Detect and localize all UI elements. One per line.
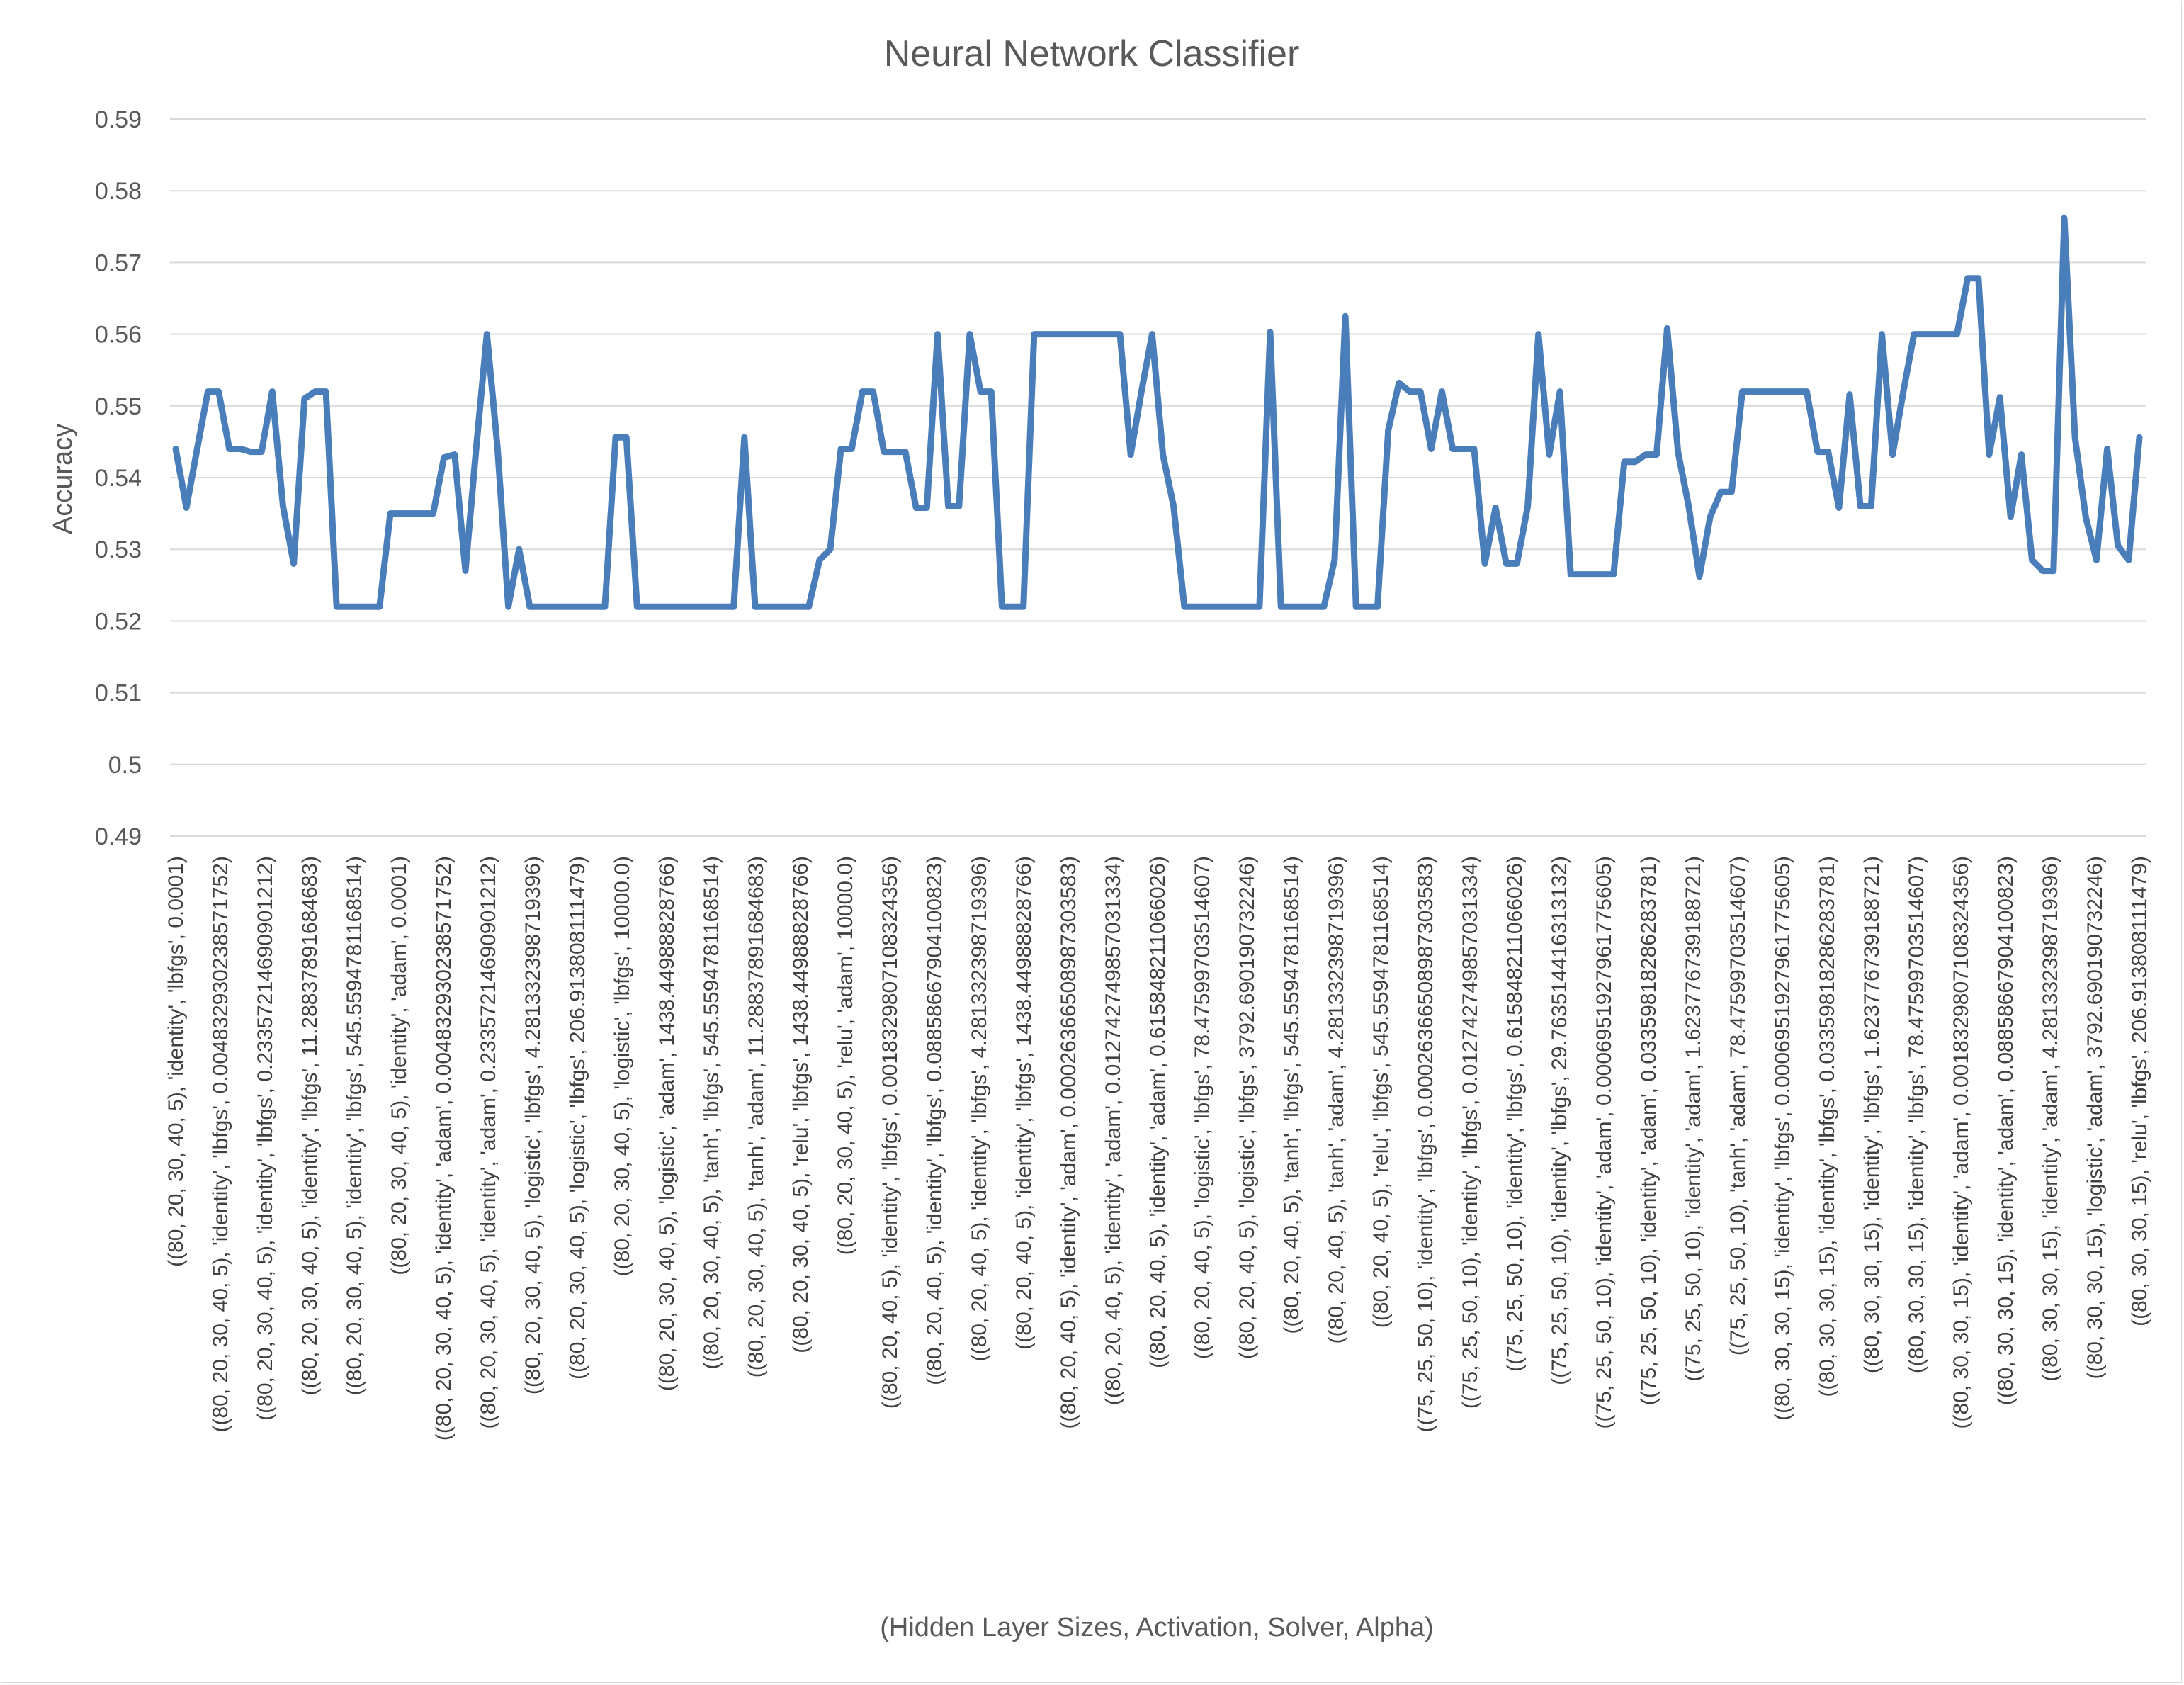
x-tick-label: ((80, 20, 30, 40, 5), 'identity', 'lbfgs… <box>298 856 322 1395</box>
x-tick-label: ((80, 30, 30, 15), 'identity', 'lbfgs', … <box>1816 856 1839 1397</box>
x-tick-label: ((75, 25, 50, 10), 'identity', 'lbfgs', … <box>1503 856 1527 1372</box>
x-tick-label: ((80, 20, 30, 40, 5), 'relu', 'adam', 10… <box>834 856 857 1255</box>
y-tick-label: 0.55 <box>95 393 142 420</box>
x-tick-label: ((80, 20, 40, 5), 'identity', 'lbfgs', 0… <box>923 856 946 1385</box>
x-tick-label: ((80, 30, 30, 15), 'identity', 'adam', 4… <box>2039 856 2062 1382</box>
x-tick-label: ((80, 20, 40, 5), 'tanh', 'adam', 4.2813… <box>1325 856 1348 1343</box>
x-tick-label: ((80, 30, 30, 15), 'logistic', 'adam', 3… <box>2083 856 2107 1379</box>
x-tick-label: ((80, 20, 30, 40, 5), 'logistic', 'adam'… <box>655 856 679 1391</box>
x-tick-label: ((80, 20, 40, 5), 'relu', 'lbfgs', 545.5… <box>1369 856 1393 1328</box>
x-tick-label: ((80, 30, 30, 15), 'relu', 'lbfgs', 206.… <box>2128 856 2151 1326</box>
series-layer <box>172 215 2143 610</box>
grid-layer <box>170 118 2146 837</box>
x-tick-label: ((80, 30, 30, 15), 'identity', 'lbfgs', … <box>1860 856 1884 1373</box>
x-tick-label: ((80, 20, 40, 5), 'identity', 'lbfgs', 4… <box>968 856 991 1361</box>
x-tick-label: ((80, 20, 30, 40, 5), 'tanh', 'lbfgs', 5… <box>700 856 723 1370</box>
x-tick-label: ((80, 20, 40, 5), 'logistic', 'lbfgs', 3… <box>1235 856 1259 1359</box>
x-tick-label: ((80, 20, 30, 40, 5), 'identity', 'adam'… <box>387 856 411 1275</box>
y-tick-label: 0.51 <box>95 680 142 707</box>
x-tick-label: ((80, 30, 30, 15), 'identity', 'lbfgs', … <box>1905 856 1928 1373</box>
y-tick-label: 0.57 <box>95 249 142 276</box>
x-tick-label: ((80, 20, 40, 5), 'identity', 'lbfgs', 0… <box>878 856 902 1409</box>
x-tick-label: ((80, 20, 30, 40, 5), 'logistic', 'lbfgs… <box>521 856 545 1394</box>
x-tick-label: ((80, 20, 30, 40, 5), 'identity', 'lbfgs… <box>164 856 188 1267</box>
y-axis-title: Accuracy <box>48 424 78 534</box>
x-tick-label: ((80, 20, 40, 5), 'identity', 'lbfgs', 1… <box>1012 856 1036 1350</box>
x-tick-label: ((80, 20, 40, 5), 'identity', 'adam', 0.… <box>1102 856 1125 1405</box>
x-tick-label: ((80, 20, 40, 5), 'logistic', 'lbfgs', 7… <box>1191 856 1214 1359</box>
series-line <box>172 215 2143 610</box>
x-tick-label: ((80, 20, 30, 40, 5), 'logistic', 'lbfgs… <box>566 856 589 1380</box>
x-tick-label: ((75, 25, 50, 10), 'identity', 'lbfgs', … <box>1459 856 1482 1409</box>
x-tick-label: ((80, 20, 30, 40, 5), 'logistic', 'lbfgs… <box>611 856 634 1276</box>
x-tick-label: ((80, 20, 40, 5), 'identity', 'adam', 0.… <box>1057 856 1080 1429</box>
y-tick-labels: 0.49 0.5 0.51 0.52 0.53 0.54 0.55 0.56 0.57 0.58 0… <box>95 106 142 850</box>
x-tick-label: ((75, 25, 50, 10), 'identity', 'lbfgs', … <box>1548 856 1571 1385</box>
y-tick-label: 0.52 <box>95 608 142 635</box>
x-tick-label: ((75, 25, 50, 10), 'identity', 'lbfgs', … <box>1414 856 1437 1433</box>
y-tick-label: 0.5 <box>108 752 142 779</box>
x-tick-label: ((80, 20, 30, 40, 5), 'relu', 'lbfgs', 1… <box>789 856 813 1353</box>
x-tick-label: ((80, 20, 30, 40, 5), 'identity', 'lbfgs… <box>209 856 232 1433</box>
x-tick-label: ((80, 20, 30, 40, 5), 'tanh', 'adam', 11… <box>745 856 768 1377</box>
x-tick-label: ((75, 25, 50, 10), 'identity', 'adam', 1… <box>1682 856 1705 1382</box>
x-tick-label: ((75, 25, 50, 10), 'tanh', 'adam', 78.47… <box>1726 856 1750 1356</box>
chart-title: Neural Network Classifier <box>884 33 1300 74</box>
y-tick-label: 0.56 <box>95 322 142 349</box>
x-tick-label: ((75, 25, 50, 10), 'identity', 'adam', 0… <box>1637 856 1660 1405</box>
x-tick-label: ((80, 20, 30, 40, 5), 'identity', 'lbfgs… <box>254 856 277 1421</box>
x-tick-label: ((80, 30, 30, 15), 'identity', 'adam', 0… <box>1994 856 2018 1405</box>
x-tick-label: ((80, 20, 30, 40, 5), 'identity', 'adam'… <box>432 856 456 1441</box>
y-tick-label: 0.59 <box>95 106 142 133</box>
x-tick-label: ((80, 20, 40, 5), 'identity', 'adam', 0.… <box>1146 856 1170 1368</box>
x-tick-label: ((80, 30, 30, 15), 'identity', 'lbfgs', … <box>1771 856 1794 1421</box>
y-tick-label: 0.54 <box>95 465 142 492</box>
y-tick-label: 0.53 <box>95 536 142 563</box>
x-tick-labels: ((80, 20, 30, 40, 5), 'identity', 'lbfgs… <box>164 856 2151 1441</box>
y-tick-label: 0.49 <box>95 823 142 850</box>
y-tick-label: 0.58 <box>95 178 142 205</box>
x-tick-label: ((75, 25, 50, 10), 'identity', 'adam', 0… <box>1592 856 1616 1429</box>
x-tick-label: ((80, 20, 40, 5), 'tanh', 'lbfgs', 545.5… <box>1280 856 1303 1334</box>
x-tick-label: ((80, 30, 30, 15), 'identity', 'adam', 0… <box>1950 856 1973 1429</box>
x-tick-label: ((80, 20, 30, 40, 5), 'identity', 'adam'… <box>477 856 500 1428</box>
x-tick-label: ((80, 20, 30, 40, 5), 'identity', 'lbfgs… <box>343 856 366 1395</box>
x-axis-title: (Hidden Layer Sizes, Activation, Solver,… <box>880 1613 1434 1642</box>
